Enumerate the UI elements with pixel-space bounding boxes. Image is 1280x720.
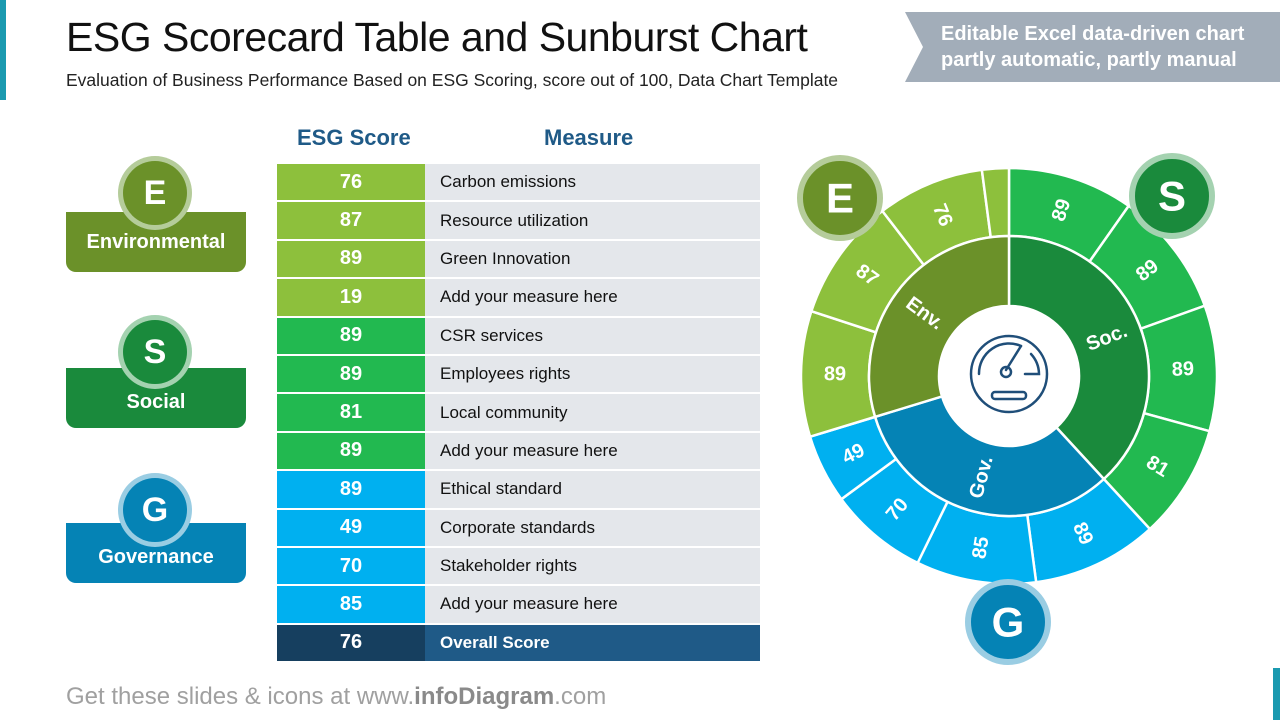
measure-cell: Add your measure here xyxy=(425,586,760,623)
measure-cell: Local community xyxy=(425,394,760,431)
overall-label: Overall Score xyxy=(425,624,760,662)
chart-badge xyxy=(965,579,1051,665)
score-cell: 76 xyxy=(277,164,425,201)
overall-score: 76 xyxy=(277,624,425,662)
table-row: 89 CSR services xyxy=(277,317,760,356)
score-cell: 85 xyxy=(277,586,425,623)
table-row: 89 Employees rights xyxy=(277,355,760,395)
speedometer-icon xyxy=(969,334,1049,414)
table-row: 49 Corporate standards xyxy=(277,509,760,548)
chart-badge-letter: E xyxy=(826,175,854,222)
inner-segment xyxy=(873,394,1106,518)
score-cell: 19 xyxy=(277,279,425,316)
table-row: 89 Ethical standard xyxy=(277,471,760,510)
tag-line-1: Editable Excel data-driven chart xyxy=(941,23,1245,45)
scorecard-table: 76 Carbon emissions 87 Resource utilization… xyxy=(277,164,760,664)
pillar-label: Governance xyxy=(98,545,214,568)
measure-cell: Corporate standards xyxy=(425,509,760,546)
chart-badge-letter: S xyxy=(1158,173,1186,220)
badge-g: G xyxy=(123,478,187,542)
footer-brand: infoDiagram xyxy=(414,683,555,710)
measure-cell: Ethical standard xyxy=(425,471,760,508)
measure-cell: Carbon emissions xyxy=(425,164,760,201)
page-title: ESG Scorecard Table and Sunburst Chart xyxy=(66,14,808,60)
badge-s: S xyxy=(123,320,187,384)
accent-bar xyxy=(0,0,6,100)
score-cell: 89 xyxy=(277,355,425,393)
measure-cell: Add your measure here xyxy=(425,432,760,470)
measure-cell: Add your measure here xyxy=(425,279,760,316)
chart-badge xyxy=(1129,153,1215,239)
page-subtitle: Evaluation of Business Performance Based… xyxy=(66,70,839,90)
score-cell: 87 xyxy=(277,202,425,239)
inner-segment xyxy=(1007,234,1151,481)
accent-bar-bottom xyxy=(1273,668,1280,720)
segment-label: 89 xyxy=(1171,358,1194,381)
table-row: 89 Green Innovation xyxy=(277,240,760,280)
table-row: 70 Stakeholder rights xyxy=(277,547,760,587)
info-tag: Editable Excel data-driven chart partly … xyxy=(905,12,1280,82)
table-row: 89 Add your measure here xyxy=(277,432,760,472)
score-cell: 89 xyxy=(277,317,425,354)
segment-label: 85 xyxy=(968,535,993,561)
table-row: 19 Add your measure here xyxy=(277,279,760,318)
pillar-label: Environmental xyxy=(86,230,226,253)
score-cell: 89 xyxy=(277,471,425,508)
score-cell: 89 xyxy=(277,240,425,278)
segment-label: 89 xyxy=(824,363,846,385)
score-cell: 89 xyxy=(277,432,425,470)
footer-suffix: .com xyxy=(554,683,607,710)
score-cell: 49 xyxy=(277,509,425,546)
score-cell: 81 xyxy=(277,394,425,431)
measure-cell: CSR services xyxy=(425,317,760,354)
score-column-header: ESG Score xyxy=(297,125,411,150)
chart-badge xyxy=(797,155,883,241)
table-row: 76 Carbon emissions xyxy=(277,164,760,203)
tag-line-2: partly automatic, partly manual xyxy=(941,49,1237,71)
measure-cell: Green Innovation xyxy=(425,240,760,278)
inner-segment xyxy=(867,234,1011,419)
footer-prefix: Get these slides & icons at www. xyxy=(66,683,415,710)
measure-column-header: Measure xyxy=(544,125,634,150)
pillar-environmental: Environmental xyxy=(66,212,246,272)
measure-cell: Resource utilization xyxy=(425,202,760,239)
badge-e: E xyxy=(123,161,187,225)
table-row: 81 Local community xyxy=(277,394,760,433)
measure-cell: Employees rights xyxy=(425,355,760,393)
table-row: 85 Add your measure here xyxy=(277,586,760,625)
footer-text: Get these slides & icons at www.infoDiag… xyxy=(66,683,606,711)
measure-cell: Stakeholder rights xyxy=(425,547,760,585)
chart-badge-letter: G xyxy=(992,599,1025,646)
pillar-label: Social xyxy=(126,390,186,413)
overall-row: 76 Overall Score xyxy=(277,624,760,664)
score-cell: 70 xyxy=(277,547,425,585)
table-row: 87 Resource utilization xyxy=(277,202,760,241)
